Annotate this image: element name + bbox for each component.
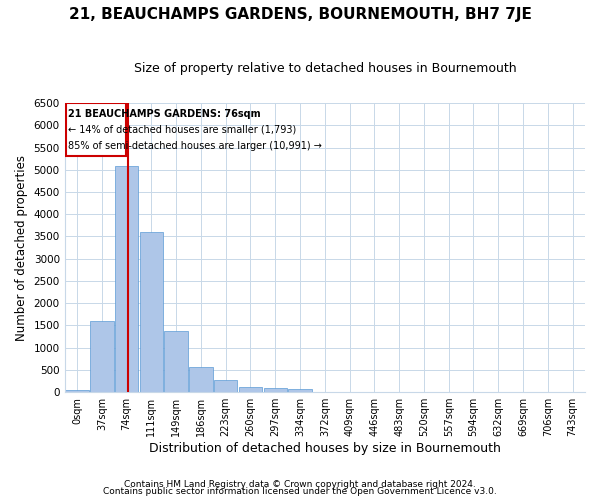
Bar bbox=[164, 330, 188, 392]
Y-axis label: Number of detached properties: Number of detached properties bbox=[15, 154, 28, 340]
FancyBboxPatch shape bbox=[66, 103, 126, 156]
X-axis label: Distribution of detached houses by size in Bournemouth: Distribution of detached houses by size … bbox=[149, 442, 501, 455]
Bar bbox=[288, 389, 312, 392]
Bar bbox=[263, 388, 287, 392]
Bar bbox=[90, 321, 113, 392]
Bar bbox=[140, 232, 163, 392]
Text: ← 14% of detached houses are smaller (1,793): ← 14% of detached houses are smaller (1,… bbox=[68, 124, 296, 134]
Text: Contains HM Land Registry data © Crown copyright and database right 2024.: Contains HM Land Registry data © Crown c… bbox=[124, 480, 476, 489]
Bar bbox=[239, 387, 262, 392]
Bar bbox=[115, 166, 139, 392]
Bar bbox=[189, 367, 213, 392]
Bar bbox=[65, 390, 89, 392]
Text: 21 BEAUCHAMPS GARDENS: 76sqm: 21 BEAUCHAMPS GARDENS: 76sqm bbox=[68, 108, 261, 118]
Title: Size of property relative to detached houses in Bournemouth: Size of property relative to detached ho… bbox=[134, 62, 516, 76]
Text: 85% of semi-detached houses are larger (10,991) →: 85% of semi-detached houses are larger (… bbox=[68, 140, 322, 150]
Text: Contains public sector information licensed under the Open Government Licence v3: Contains public sector information licen… bbox=[103, 487, 497, 496]
Bar bbox=[214, 380, 238, 392]
Text: 21, BEAUCHAMPS GARDENS, BOURNEMOUTH, BH7 7JE: 21, BEAUCHAMPS GARDENS, BOURNEMOUTH, BH7… bbox=[68, 8, 532, 22]
